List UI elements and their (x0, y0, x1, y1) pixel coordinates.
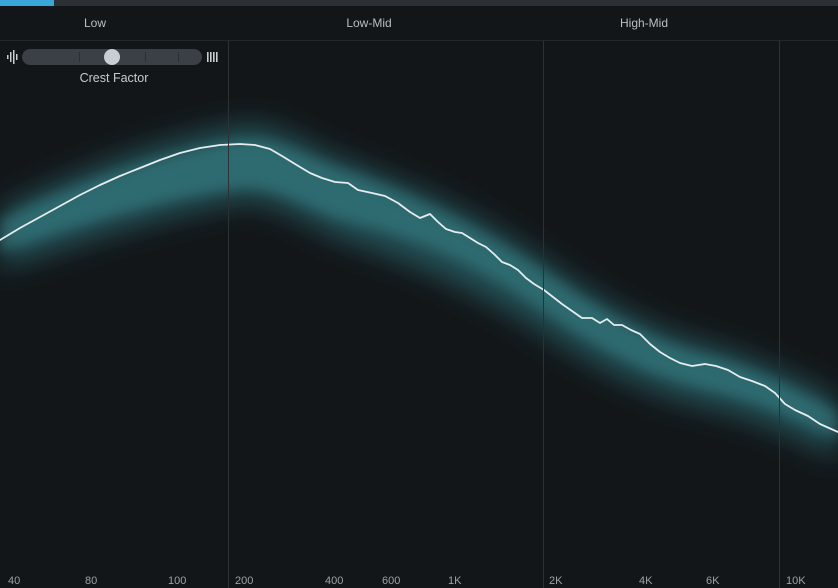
slider-notch (145, 52, 146, 62)
crest-factor-control: Crest Factor (4, 48, 220, 88)
freq-label-400: 400 (325, 575, 344, 587)
freq-label-10k: 10K (786, 575, 806, 587)
spectrum-curve (0, 143, 838, 433)
slider-notch (79, 52, 80, 62)
band-label-high-mid[interactable]: High-Mid (619, 16, 669, 30)
freq-label-2k: 2K (549, 575, 563, 587)
progress-accent (0, 0, 54, 6)
freq-label-80: 80 (85, 575, 98, 587)
transient-icon (7, 50, 18, 64)
spectrum-graph[interactable] (0, 41, 838, 588)
freq-label-4k: 4K (639, 575, 653, 587)
band-boundary-3[interactable] (779, 41, 780, 588)
freq-label-1k: 1K (448, 575, 462, 587)
crest-factor-label: Crest Factor (79, 71, 149, 85)
freq-label-200: 200 (235, 575, 254, 587)
crest-factor-slider[interactable] (22, 49, 202, 65)
band-boundary-2[interactable] (543, 41, 544, 588)
slider-notch (178, 52, 179, 62)
freq-label-40: 40 (8, 575, 21, 587)
band-label-low[interactable]: Low (83, 16, 107, 30)
spectrum-band-glow (0, 124, 838, 458)
freq-label-600: 600 (382, 575, 401, 587)
band-header-divider (0, 40, 838, 41)
band-boundary-1[interactable] (228, 41, 229, 588)
band-header: Low Low-Mid High-Mid (0, 6, 838, 40)
freq-label-100: 100 (168, 575, 187, 587)
freq-label-6k: 6K (706, 575, 720, 587)
bars-icon (207, 52, 218, 62)
spectrum-svg (0, 124, 838, 458)
top-status-strip (0, 0, 838, 6)
crest-factor-slider-thumb[interactable] (104, 49, 120, 65)
band-label-low-mid[interactable]: Low-Mid (346, 16, 392, 30)
